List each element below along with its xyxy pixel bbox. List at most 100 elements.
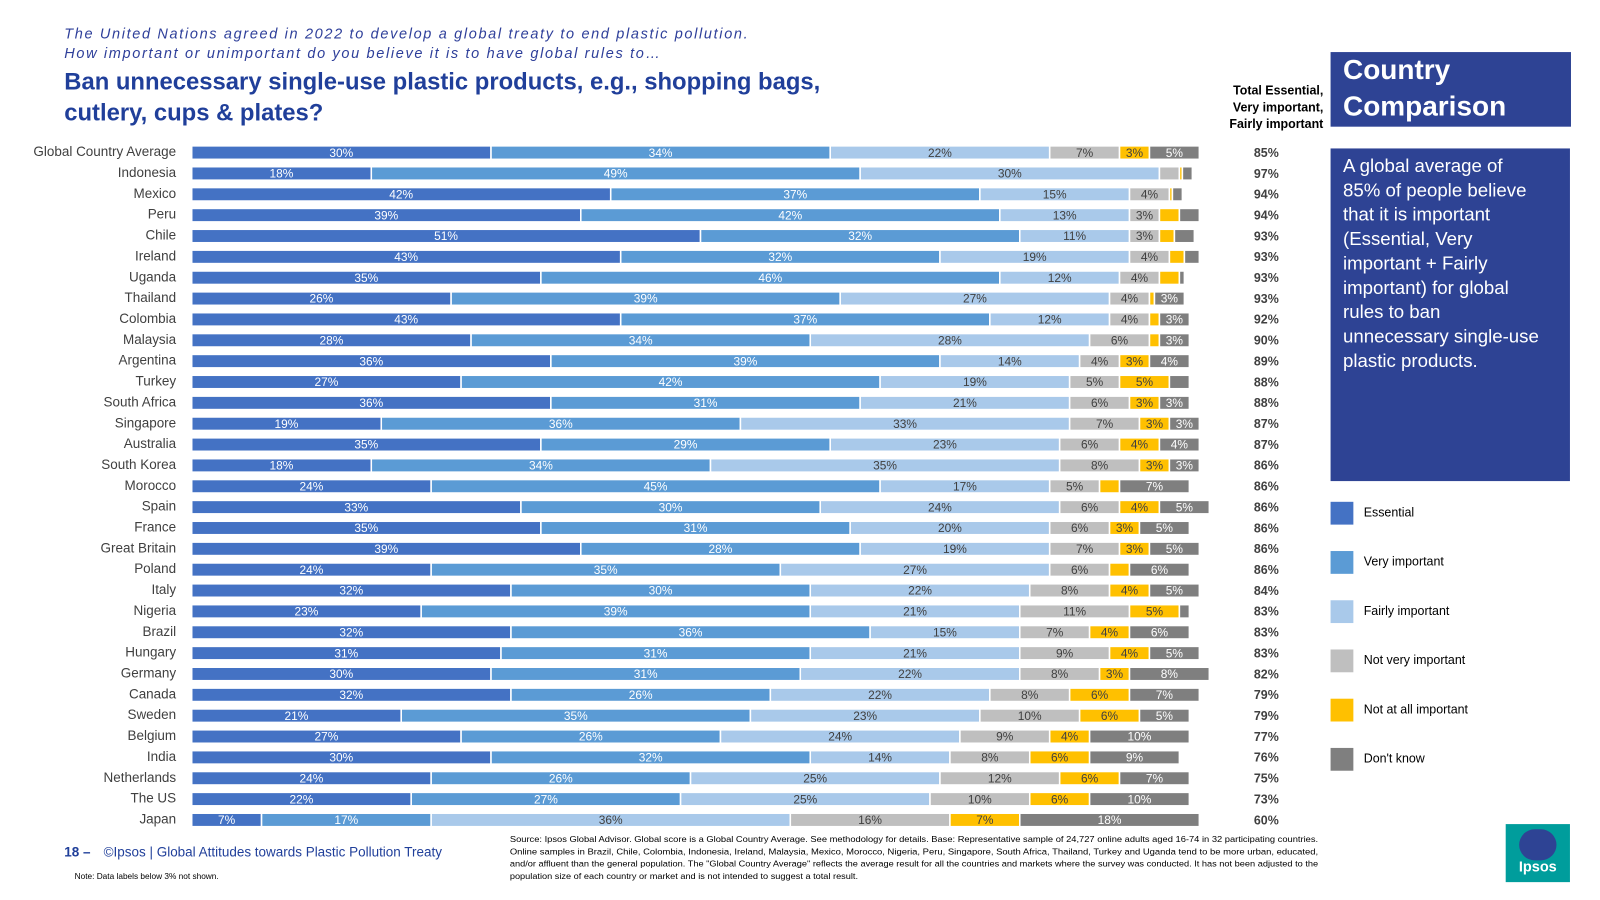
total-label: 93% [1254, 250, 1279, 264]
category-label: France [134, 520, 176, 535]
total-label: 87% [1254, 417, 1279, 431]
total-label: 83% [1254, 626, 1279, 640]
total-label: 73% [1254, 792, 1279, 806]
data-label: 24% [300, 771, 324, 785]
total-label: 94% [1254, 188, 1279, 202]
data-label: 14% [868, 751, 892, 765]
data-label: 5% [1166, 542, 1184, 556]
heading-box [1330, 52, 1571, 127]
data-label: 32% [339, 584, 363, 598]
total-label: 85% [1254, 146, 1279, 160]
totals-header: Total Essential, [1233, 84, 1323, 98]
data-label: 21% [953, 396, 977, 410]
data-label: 5% [1166, 646, 1184, 660]
total-label: 90% [1254, 334, 1279, 348]
data-label: 8% [1051, 667, 1069, 681]
data-label: 3% [1106, 667, 1124, 681]
data-label: 6% [1051, 792, 1069, 806]
bar-segment [1128, 666, 1211, 682]
data-label: 4% [1121, 646, 1139, 660]
data-label: 27% [314, 730, 338, 744]
data-label: 3% [1116, 521, 1134, 535]
data-label: 39% [733, 354, 757, 368]
legend-swatch [1330, 649, 1354, 673]
data-label: 49% [604, 167, 628, 181]
data-label: 4% [1131, 500, 1149, 514]
data-label: 30% [649, 584, 673, 598]
total-label: 86% [1254, 480, 1279, 494]
data-label: 3% [1146, 417, 1164, 431]
panel-text: that it is important [1343, 204, 1491, 225]
data-label: 5% [1156, 521, 1174, 535]
data-label: 4% [1161, 354, 1179, 368]
total-label: 88% [1254, 396, 1279, 410]
data-label: 12% [1038, 313, 1062, 327]
bar-segment [1181, 165, 1194, 181]
total-label: 93% [1254, 229, 1279, 243]
bar-segment [1148, 311, 1161, 327]
category-label: Mexico [133, 186, 176, 201]
data-label: 6% [1151, 625, 1169, 639]
data-label: 23% [933, 438, 957, 452]
category-label: Nigeria [133, 603, 176, 618]
data-label: 32% [848, 229, 872, 243]
data-label: 7% [1076, 146, 1094, 160]
footer-title: ©Ipsos | Global Attitudes towards Plasti… [104, 845, 443, 860]
category-label: Germany [121, 666, 177, 681]
bar-segment [1168, 416, 1201, 432]
logo-mark [1519, 829, 1557, 861]
data-label: 25% [793, 792, 817, 806]
data-label: 32% [768, 250, 792, 264]
total-label: 86% [1254, 542, 1279, 556]
panel-text: important + Fairly [1343, 252, 1488, 273]
bar-segment [1088, 729, 1191, 745]
data-label: 10% [1018, 709, 1042, 723]
panel-text: 85% of people believe [1343, 179, 1526, 200]
data-label: 26% [309, 292, 333, 306]
category-label: Poland [134, 561, 176, 576]
data-label: 6% [1051, 751, 1069, 765]
data-label: 36% [679, 625, 703, 639]
category-label: Argentina [118, 353, 176, 368]
data-label: 35% [873, 459, 897, 473]
data-label: 29% [674, 438, 698, 452]
data-label: 35% [354, 521, 378, 535]
bar-segment [1158, 270, 1181, 286]
data-label: 34% [529, 459, 553, 473]
data-label: 8% [981, 751, 999, 765]
data-label: 31% [684, 521, 708, 535]
data-label: 35% [564, 709, 588, 723]
data-label: 19% [275, 417, 299, 431]
data-label: 27% [963, 292, 987, 306]
data-label: 9% [1056, 646, 1074, 660]
data-label: 8% [1161, 667, 1179, 681]
data-label: 35% [354, 271, 378, 285]
data-label: 21% [285, 709, 309, 723]
data-label: 6% [1071, 563, 1089, 577]
data-label: 5% [1176, 500, 1194, 514]
bar-segment [1173, 228, 1196, 244]
data-label: 37% [783, 187, 807, 201]
data-label: 4% [1131, 271, 1149, 285]
data-label: 30% [329, 751, 353, 765]
total-label: 86% [1254, 521, 1279, 535]
data-label: 5% [1066, 479, 1084, 493]
data-label: 31% [644, 646, 668, 660]
data-label: 25% [803, 771, 827, 785]
data-label: 32% [639, 751, 663, 765]
data-label: 26% [579, 730, 603, 744]
bar-segment [1158, 165, 1181, 181]
data-label: 7% [1156, 688, 1174, 702]
total-label: 97% [1254, 167, 1279, 181]
legend-label: Essential [1364, 505, 1414, 519]
category-label: Turkey [135, 374, 176, 389]
data-label: 39% [374, 542, 398, 556]
data-label: 26% [629, 688, 653, 702]
data-label: 11% [1063, 229, 1086, 243]
category-label: Malaysia [123, 332, 177, 347]
data-label: 37% [793, 313, 817, 327]
total-label: 79% [1254, 709, 1279, 723]
data-label: 3% [1146, 459, 1164, 473]
bar-segment [1158, 311, 1191, 327]
data-label: 6% [1091, 688, 1109, 702]
